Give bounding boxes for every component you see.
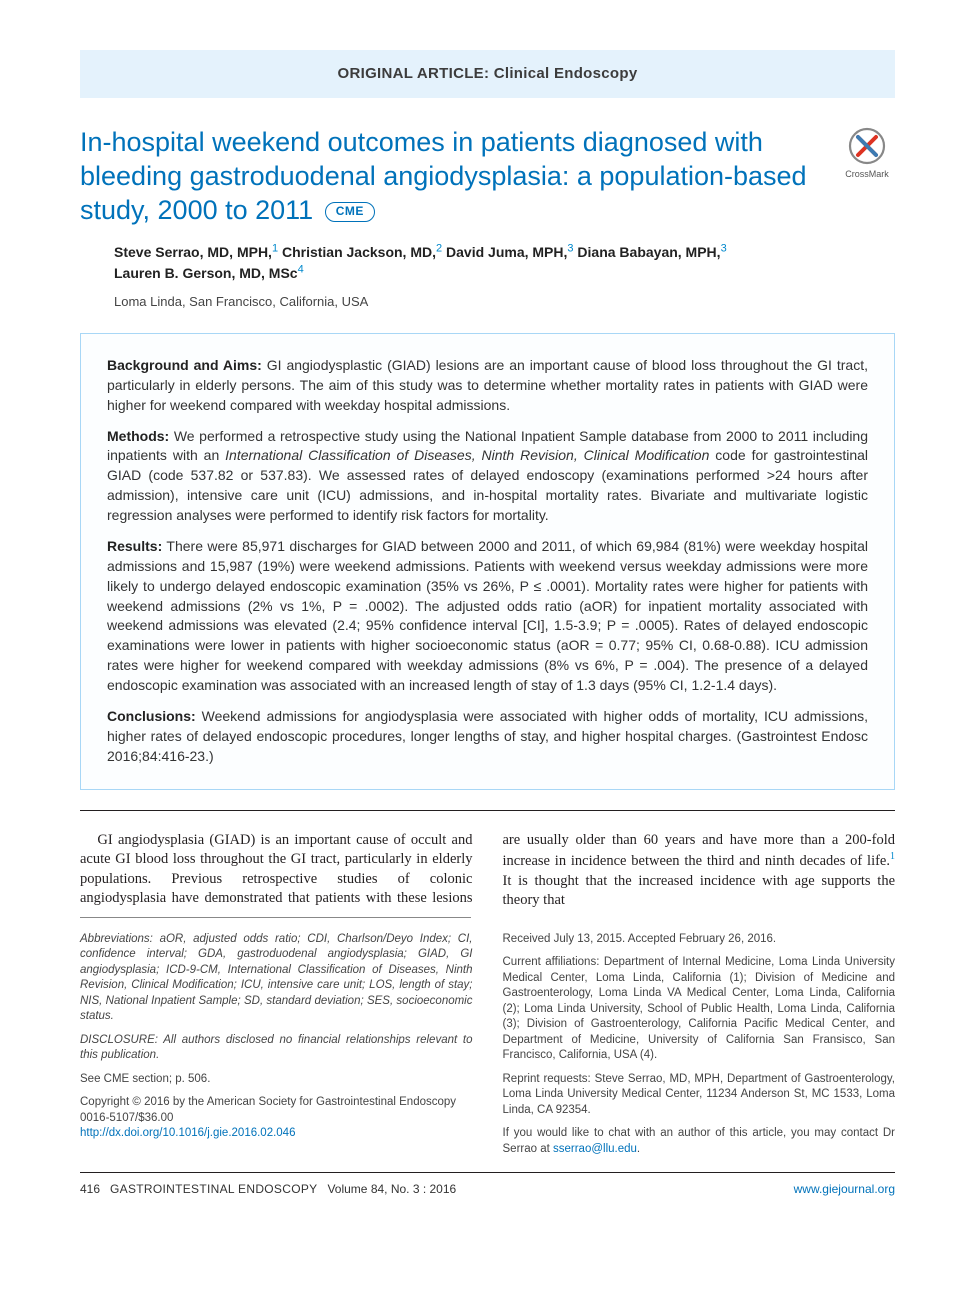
- author: David Juma, MPH,3: [446, 244, 574, 260]
- page: ORIGINAL ARTICLE: Clinical Endoscopy In-…: [0, 0, 975, 1227]
- crossmark-icon[interactable]: CrossMark: [839, 126, 895, 180]
- journal-name: GASTROINTESTINAL ENDOSCOPY: [110, 1182, 317, 1196]
- abstract-box: Background and Aims: GI angiodysplastic …: [80, 333, 895, 790]
- abstract-results: Results: There were 85,971 discharges fo…: [107, 537, 868, 696]
- abstract-conclusions: Conclusions: Weekend admissions for angi…: [107, 707, 868, 767]
- section-divider: [80, 810, 895, 811]
- authors-list: Steve Serrao, MD, MPH,1 Christian Jackso…: [80, 242, 895, 284]
- title-text: In-hospital weekend outcomes in patients…: [80, 127, 807, 225]
- article-category-banner: ORIGINAL ARTICLE: Clinical Endoscopy: [80, 50, 895, 98]
- page-footer: 416 GASTROINTESTINAL ENDOSCOPY Volume 84…: [80, 1172, 895, 1197]
- journal-url-link[interactable]: www.giejournal.org: [794, 1181, 895, 1197]
- cme-note: See CME section; p. 506.: [80, 1072, 473, 1088]
- author: Lauren B. Gerson, MD, MSc4: [114, 265, 304, 281]
- abstract-background: Background and Aims: GI angiodysplastic …: [107, 356, 868, 416]
- issue-info: Volume 84, No. 3 : 2016: [327, 1182, 456, 1196]
- reprint-requests: Reprint requests: Steve Serrao, MD, MPH,…: [503, 1072, 896, 1119]
- footnote-rule: [80, 917, 471, 918]
- article-title: In-hospital weekend outcomes in patients…: [80, 126, 821, 227]
- body-paragraph: GI angiodysplasia (GIAD) is an important…: [80, 831, 895, 911]
- body-text: GI angiodysplasia (GIAD) is an important…: [80, 831, 895, 911]
- disclosure: DISCLOSURE: All authors disclosed no fin…: [80, 1033, 473, 1064]
- current-affiliations: Current affiliations: Department of Inte…: [503, 955, 896, 1064]
- author: Christian Jackson, MD,2: [282, 244, 442, 260]
- author: Steve Serrao, MD, MPH,1: [114, 244, 278, 260]
- doi-link[interactable]: http://dx.doi.org/10.1016/j.gie.2016.02.…: [80, 1127, 295, 1139]
- citation-ref[interactable]: 1: [890, 851, 895, 862]
- footnotes: Abbreviations: aOR, adjusted odds ratio;…: [80, 932, 895, 1158]
- copyright: Copyright © 2016 by the American Society…: [80, 1095, 473, 1142]
- crossmark-label: CrossMark: [845, 169, 889, 179]
- page-number: 416: [80, 1182, 100, 1196]
- received-accepted: Received July 13, 2015. Accepted Februar…: [503, 932, 896, 948]
- abbreviations: Abbreviations: aOR, adjusted odds ratio;…: [80, 932, 473, 1025]
- footer-left: 416 GASTROINTESTINAL ENDOSCOPY Volume 84…: [80, 1181, 456, 1197]
- contact-email-link[interactable]: sserrao@llu.edu: [553, 1143, 637, 1155]
- contact-author: If you would like to chat with an author…: [503, 1126, 896, 1157]
- abstract-methods: Methods: We performed a retrospective st…: [107, 427, 868, 526]
- title-row: In-hospital weekend outcomes in patients…: [80, 126, 895, 227]
- cme-badge-icon: CME: [325, 202, 375, 222]
- affiliation-summary: Loma Linda, San Francisco, California, U…: [80, 293, 895, 311]
- author: Diana Babayan, MPH,3: [577, 244, 726, 260]
